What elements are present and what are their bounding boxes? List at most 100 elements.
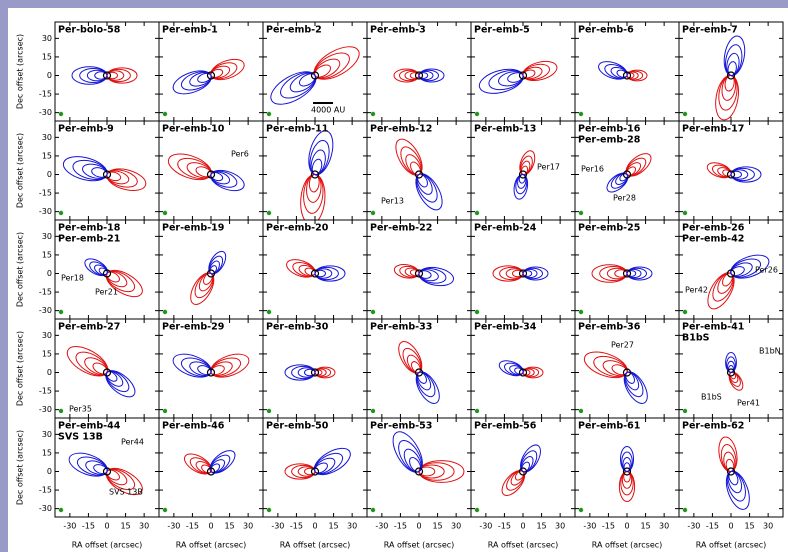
outflow-lobe: [62, 156, 108, 182]
beam: [474, 408, 480, 414]
x-tick-label: -30: [167, 522, 180, 531]
contour: [625, 371, 635, 384]
panel-title: Per-emb-33: [370, 322, 432, 333]
beam: [370, 507, 376, 513]
panel-title: SVS 13B: [58, 432, 103, 443]
x-tick-label: -30: [375, 522, 388, 531]
contour: [197, 72, 212, 83]
panel-title: Per-emb-42: [682, 234, 744, 245]
x-axis-label: RA offset (arcsec): [176, 541, 247, 550]
outflow-lobe: [520, 444, 541, 473]
beam: [162, 309, 168, 315]
outflow-lobe: [725, 352, 737, 373]
annotation: Per16: [581, 165, 604, 174]
panel-title: Per-emb-25: [578, 223, 640, 234]
beam: [58, 309, 64, 315]
panel-title: Per-bolo-58: [58, 25, 121, 36]
x-tick-label: -30: [583, 522, 596, 531]
panel-title: Per-emb-10: [162, 124, 225, 135]
source-marker: [726, 269, 736, 278]
y-tick-label: -30: [39, 207, 52, 216]
outflow-lobe: [210, 169, 245, 192]
panel-title: Per-emb-11: [266, 124, 328, 135]
beam: [682, 309, 688, 315]
panel: Per-emb-50: [262, 417, 368, 518]
annotation: Per44: [121, 438, 144, 447]
x-tick-label: -15: [290, 522, 303, 531]
y-axis-label: Dec offset (arcsec): [16, 331, 25, 406]
contour: [105, 371, 118, 382]
x-tick-label: 0: [208, 522, 213, 531]
source-marker: [622, 467, 632, 476]
y-tick-label: 0: [47, 368, 52, 377]
panel: Per-emb-2 4000 AU: [262, 21, 368, 122]
source-marker: [310, 170, 320, 179]
source-marker: [102, 269, 112, 278]
x-tick-label: -30: [687, 522, 700, 531]
panel: Per-emb-56: [470, 417, 576, 518]
beam: [578, 507, 584, 513]
y-axis-label: Dec offset (arcsec): [16, 232, 25, 307]
panel: Per-emb-24: [470, 219, 576, 320]
x-tick-label: 0: [312, 522, 317, 531]
panel: Per-emb-27 Per35: [54, 318, 160, 419]
beam: [162, 507, 168, 513]
x-tick-label: -15: [602, 522, 615, 531]
outflow-lobe: [725, 470, 750, 510]
panel: Per-emb-19: [158, 219, 264, 320]
beam: [682, 408, 688, 414]
panel-title: Per-emb-46: [162, 421, 225, 432]
panel-title: Per-emb-7: [682, 25, 738, 36]
source-marker: [726, 71, 736, 80]
panel-title: Per-emb-1: [162, 25, 218, 36]
beam: [578, 111, 584, 117]
outflow-lobe: [313, 447, 351, 476]
x-tick-label: 15: [120, 522, 130, 531]
panels: Per-bolo-58 30 15 0 -15 -30 Per-emb-1 Per-emb-2…: [16, 21, 784, 550]
panel-title: Per-emb-34: [474, 322, 537, 333]
panel: Per-emb-29: [158, 318, 264, 419]
beam: [370, 210, 376, 216]
annotation: Per26: [755, 266, 778, 275]
contour: [730, 170, 742, 179]
y-tick-label: -15: [39, 90, 52, 99]
y-axis-label: Dec offset (arcsec): [16, 133, 25, 208]
panel-title: B1bS: [682, 333, 710, 344]
outflow-lobe: [172, 70, 212, 95]
beam: [578, 408, 584, 414]
beam: [474, 309, 480, 315]
source-marker: [102, 170, 112, 179]
beam: [58, 111, 64, 117]
beam: [266, 408, 272, 414]
contour: [304, 368, 316, 377]
contour: [209, 463, 221, 473]
annotation: Per42: [685, 286, 708, 295]
panel-title: Per-emb-9: [58, 124, 114, 135]
contour: [311, 158, 323, 176]
y-tick-label: 15: [42, 52, 52, 61]
outflow-lobe: [68, 452, 108, 477]
panel: Per-emb-10 Per6: [158, 120, 264, 221]
outflow-lobe: [478, 68, 524, 94]
source-marker: [310, 269, 320, 278]
beam: [370, 111, 376, 117]
x-tick-label: -15: [394, 522, 407, 531]
side-bar: [0, 0, 8, 552]
y-tick-label: 30: [42, 133, 52, 142]
source-marker: [518, 170, 528, 179]
source-marker: [622, 170, 632, 179]
panel-title: Per-emb-29: [162, 322, 224, 333]
source-marker: [310, 368, 320, 377]
panel-title: Per-emb-21: [58, 234, 120, 245]
outflow-lobe: [209, 450, 236, 474]
outflow-lobe: [730, 254, 770, 279]
panel-title: Per-emb-50: [266, 421, 329, 432]
source-marker: [622, 368, 632, 377]
source-marker: [518, 269, 528, 278]
panel-title: Per-emb-41: [682, 322, 744, 333]
panel: Per-emb-36 Per27: [574, 318, 680, 419]
beam: [162, 111, 168, 117]
